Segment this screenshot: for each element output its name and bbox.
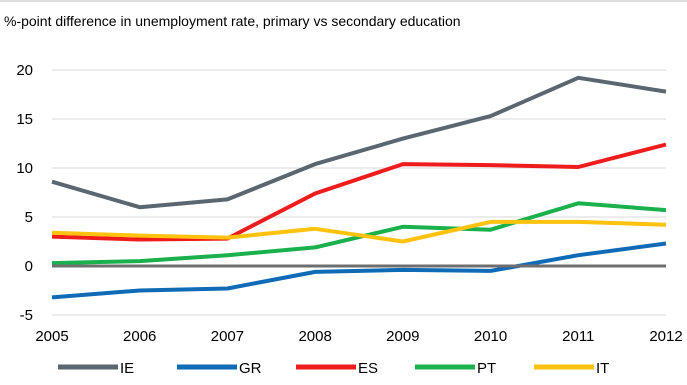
y-tick-label: 20: [16, 62, 33, 79]
y-tick-label: 15: [16, 111, 33, 128]
series-line-ie: [51, 75, 667, 210]
x-tick-label: 2006: [123, 328, 156, 345]
legend: IE GR ES PT IT: [58, 360, 609, 377]
grid-layer: [52, 69, 666, 316]
legend-label-gr: GR: [239, 360, 262, 377]
x-tick-label: 2011: [562, 328, 594, 345]
y-tick-label: 5: [25, 209, 33, 226]
x-tick-label: 2012: [649, 328, 682, 345]
series-line-gr: [51, 241, 667, 300]
x-tick-label: 2008: [298, 328, 331, 345]
legend-label-pt: PT: [477, 360, 496, 377]
x-tick-label: 2005: [35, 328, 68, 345]
x-axis-ticks: 2005 2006 2007 2008 2009 2010 2011 2012: [35, 328, 682, 345]
x-tick-label: 2007: [211, 328, 244, 345]
y-tick-label: 10: [16, 160, 33, 177]
chart-title: %-point difference in unemployment rate,…: [4, 13, 461, 29]
legend-label-it: IT: [596, 360, 609, 377]
y-tick-label: -5: [20, 307, 33, 324]
series-layer: [51, 75, 667, 300]
series-line-es: [51, 142, 667, 242]
series-line-it: [51, 219, 667, 244]
x-tick-label: 2010: [474, 328, 507, 345]
y-axis-ticks: -5 0 5 10 15 20: [16, 62, 33, 324]
legend-label-es: ES: [358, 360, 378, 377]
y-tick-label: 0: [25, 258, 33, 275]
x-tick-label: 2009: [386, 328, 419, 345]
legend-label-ie: IE: [120, 360, 134, 377]
